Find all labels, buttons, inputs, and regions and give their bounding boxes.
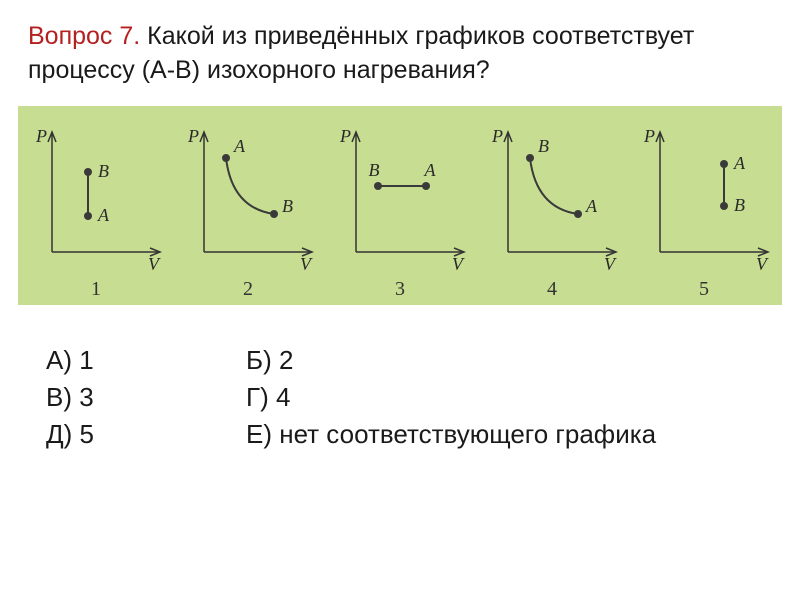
graph-plot: P V A B: [178, 116, 318, 276]
graph-plot: P V A B: [26, 116, 166, 276]
svg-text:P: P: [339, 126, 351, 146]
graph-4: P V B A 4: [482, 116, 622, 301]
answer-option: Г) 4: [246, 382, 290, 413]
answer-row: А) 1 Б) 2: [46, 345, 772, 376]
svg-text:A: A: [585, 196, 598, 216]
graph-number: 5: [699, 278, 709, 301]
graph-plot: P V B A: [634, 116, 774, 276]
svg-text:V: V: [756, 254, 769, 274]
graphs-panel: P V A B 1 P V A B 2 P V B A 3 P V B A 4 P V B A 5: [18, 106, 782, 305]
answer-row: Д) 5 Е) нет соответствующего графика: [46, 419, 772, 450]
svg-text:P: P: [491, 126, 503, 146]
svg-text:P: P: [643, 126, 655, 146]
graph-number: 2: [243, 278, 253, 301]
svg-text:A: A: [97, 205, 110, 225]
answer-option: В) 3: [46, 382, 246, 413]
svg-text:P: P: [35, 126, 47, 146]
graph-number: 1: [91, 278, 101, 301]
answer-row: В) 3 Г) 4: [46, 382, 772, 413]
svg-text:V: V: [452, 254, 465, 274]
graph-2: P V A B 2: [178, 116, 318, 301]
graph-number: 3: [395, 278, 405, 301]
svg-text:P: P: [187, 126, 199, 146]
answers-block: А) 1 Б) 2 В) 3 Г) 4 Д) 5 Е) нет соответс…: [28, 345, 772, 450]
svg-text:V: V: [148, 254, 161, 274]
svg-text:B: B: [369, 160, 380, 180]
graph-number: 4: [547, 278, 557, 301]
svg-text:B: B: [538, 136, 549, 156]
answer-option: А) 1: [46, 345, 246, 376]
graph-3: P V B A 3: [330, 116, 470, 301]
answer-option: Б) 2: [246, 345, 293, 376]
answer-option: Д) 5: [46, 419, 246, 450]
graph-1: P V A B 1: [26, 116, 166, 301]
graph-plot: P V B A: [482, 116, 622, 276]
question-number: Вопрос 7.: [28, 22, 140, 50]
svg-text:B: B: [734, 195, 745, 215]
svg-text:B: B: [98, 161, 109, 181]
svg-text:A: A: [424, 160, 437, 180]
svg-text:A: A: [733, 153, 746, 173]
answer-option: Е) нет соответствующего графика: [246, 419, 656, 450]
graph-5: P V B A 5: [634, 116, 774, 301]
graph-plot: P V B A: [330, 116, 470, 276]
svg-text:V: V: [604, 254, 617, 274]
question: Вопрос 7. Какой из приведённых графиков …: [28, 20, 772, 88]
svg-text:A: A: [233, 136, 246, 156]
svg-text:V: V: [300, 254, 313, 274]
svg-text:B: B: [282, 196, 293, 216]
